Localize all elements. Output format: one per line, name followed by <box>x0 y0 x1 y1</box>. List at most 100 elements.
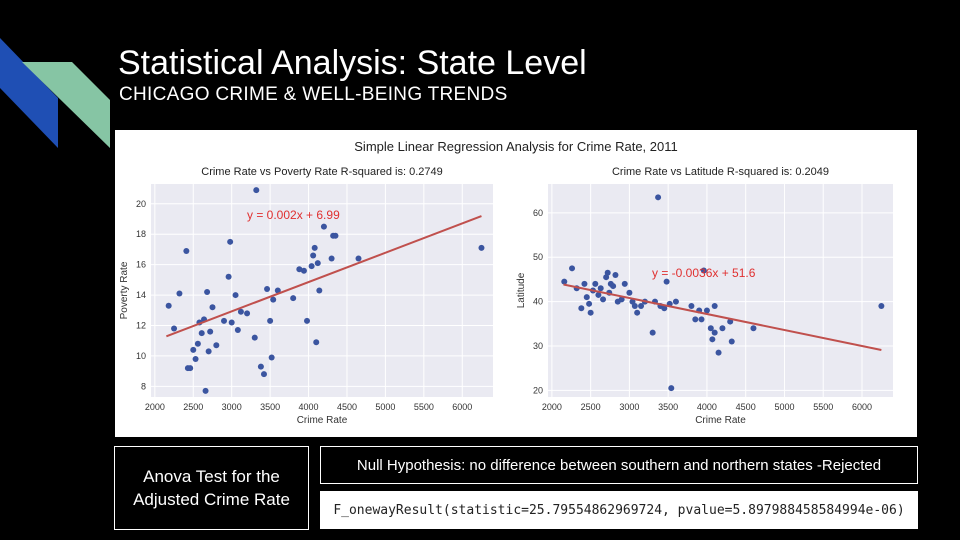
chart2-title: Crime Rate vs Latitude R-squared is: 0.2… <box>612 166 829 178</box>
chart2-y-tick-label: 20 <box>533 385 543 395</box>
chart1-data-point <box>228 319 235 326</box>
chart2-data-point <box>587 309 594 316</box>
chart2-data-point <box>578 305 585 312</box>
chart1-data-point <box>225 273 232 280</box>
chart2-x-tick-label: 3000 <box>619 402 639 412</box>
chart2-data-point <box>583 294 590 301</box>
chart2-data-point <box>612 271 619 278</box>
chart1-data-point <box>355 255 362 262</box>
chart2-data-point <box>649 329 656 336</box>
chart2-data-point <box>634 309 641 316</box>
chart1-regression-line <box>166 215 482 338</box>
chart1-x-tick-label: 4500 <box>337 402 357 412</box>
chart1-data-point <box>207 328 214 335</box>
chart2-y-tick-label: 50 <box>533 252 543 262</box>
chart1-data-point <box>310 252 317 259</box>
chart1-data-point <box>274 287 281 294</box>
chart2-data-point <box>728 338 735 345</box>
chart2-x-tick-label: 2000 <box>542 402 562 412</box>
regression-figure: Simple Linear Regression Analysis for Cr… <box>115 130 917 437</box>
chart1-x-tick-label: 3000 <box>222 402 242 412</box>
chart2-data-point <box>750 325 757 332</box>
chart1-data-point <box>304 317 311 324</box>
chart2-data-point <box>592 280 599 287</box>
chart1-x-tick-label: 2500 <box>183 402 203 412</box>
chart1-y-tick-label: 10 <box>136 351 146 361</box>
chart2-data-point <box>586 300 593 307</box>
chart2-y-tick-label: 60 <box>533 208 543 218</box>
chart1-data-point <box>268 354 275 361</box>
chart1-data-point <box>234 327 241 334</box>
chart1-x-tick-label: 6000 <box>452 402 472 412</box>
chart2-regression-line <box>563 283 882 351</box>
chart1-data-point <box>308 263 315 270</box>
chart2-y-axis-label: Latitude <box>516 272 527 308</box>
chart2-x-tick-label: 4000 <box>697 402 717 412</box>
chart1-data-point <box>257 363 264 370</box>
chart2-data-point <box>878 303 885 310</box>
chart1-data-point <box>232 292 239 299</box>
chart1-data-point <box>311 244 318 251</box>
chart1-y-tick-label: 14 <box>136 290 146 300</box>
chart1-y-tick-label: 20 <box>136 199 146 209</box>
chart2-data-point <box>692 316 699 323</box>
chart1-data-point <box>209 304 216 311</box>
chart2-data-point <box>709 336 716 343</box>
anova-label: Anova Test for the Adjusted Crime Rate <box>133 467 290 509</box>
chart2-data-point <box>703 307 710 314</box>
chart1-y-tick-label: 18 <box>136 229 146 239</box>
chart1-data-point <box>296 266 303 273</box>
regression-charts-svg: Simple Linear Regression Analysis for Cr… <box>119 139 893 426</box>
chart2-data-point <box>711 303 718 310</box>
chart2-y-tick-label: 40 <box>533 297 543 307</box>
chart1-data-point <box>316 287 323 294</box>
chart1-y-tick-label: 8 <box>141 381 146 391</box>
blue-stripe <box>0 38 58 148</box>
chart1-x-tick-label: 4000 <box>299 402 319 412</box>
chart1-data-point <box>237 308 244 315</box>
slide-subtitle: CHICAGO CRIME & WELL-BEING TRENDS <box>119 84 508 105</box>
chart2-x-tick-label: 6000 <box>852 402 872 412</box>
chart1-data-point <box>314 260 321 267</box>
hypothesis-box: Null Hypothesis: no difference between s… <box>320 446 918 484</box>
chart1-data-point <box>320 223 327 230</box>
chart2-data-point <box>581 280 588 287</box>
green-stripe <box>22 62 110 148</box>
chart2-data-point <box>663 278 670 285</box>
chart1-data-point <box>244 310 251 317</box>
chart2-data-point <box>610 283 617 290</box>
chart1-data-point <box>264 285 271 292</box>
chart1-data-point <box>267 317 274 324</box>
chart2-data-point <box>688 303 695 310</box>
chart1-data-point <box>171 325 178 332</box>
chart1-data-point <box>221 317 228 324</box>
chart1-data-point <box>176 290 183 297</box>
chart1-data-point <box>253 187 260 194</box>
anova-result-box: F_onewayResult(statistic=25.795548629697… <box>320 491 918 529</box>
chart1-data-point <box>183 247 190 254</box>
chart1-title: Crime Rate vs Poverty Rate R-squared is:… <box>201 166 443 178</box>
chart1-data-point <box>202 387 209 394</box>
chart2-data-point <box>629 298 636 305</box>
chart2-x-tick-label: 4500 <box>736 402 756 412</box>
chart2-data-point <box>561 278 568 285</box>
chart2-data-point <box>719 325 726 332</box>
chart2-data-point <box>638 303 645 310</box>
chart2-data-point <box>618 296 625 303</box>
chart2-data-point <box>655 194 662 201</box>
corner-decoration <box>0 38 110 148</box>
chart2-plot-area <box>548 184 893 397</box>
chart2-data-point <box>595 291 602 298</box>
chart2-data-point <box>626 289 633 296</box>
chart1-data-point <box>313 339 320 346</box>
chart2-data-point <box>600 296 607 303</box>
chart1-data-point <box>260 371 267 378</box>
chart2-data-point <box>711 329 718 336</box>
chart1-x-axis-label: Crime Rate <box>297 415 348 426</box>
chart2-data-point <box>672 298 679 305</box>
chart2-data-point <box>597 285 604 292</box>
chart1-data-point <box>205 348 212 355</box>
chart2-data-point <box>715 349 722 356</box>
chart2-x-tick-label: 2500 <box>581 402 601 412</box>
chart1-data-point <box>328 255 335 262</box>
